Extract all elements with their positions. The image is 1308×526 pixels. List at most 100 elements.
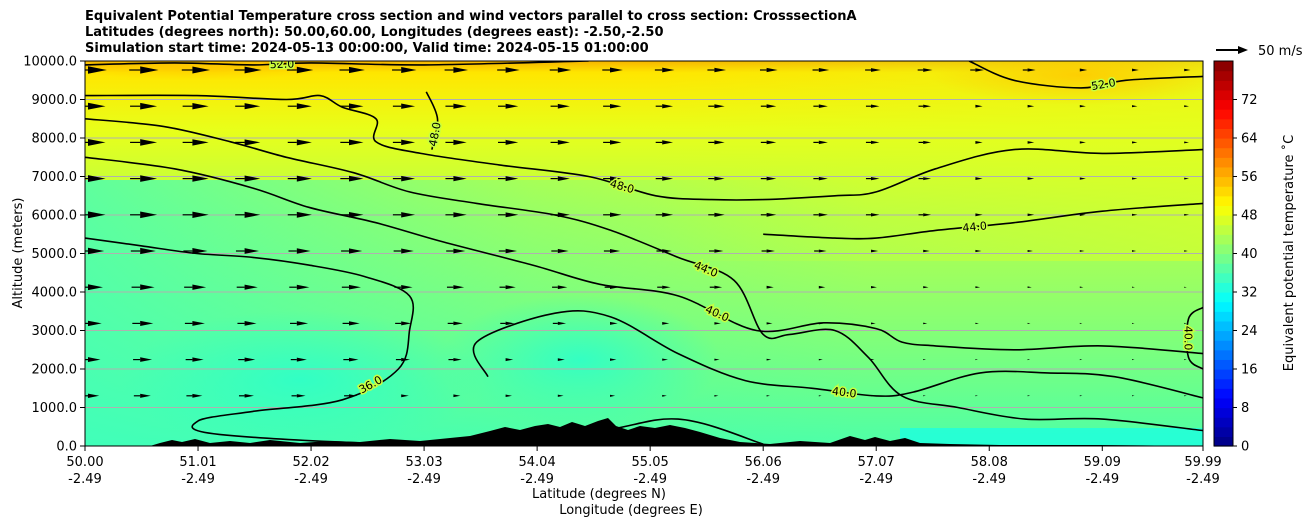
wind-arrow bbox=[505, 67, 520, 73]
y-tick-label: 10000.0 bbox=[23, 55, 77, 70]
y-axis-ticks: 0.0 1000.0 2000.0 3000.0 4000.0 5000.0 6000.0 7… bbox=[23, 55, 85, 455]
colorbar-band bbox=[1214, 61, 1233, 72]
wind-arrow bbox=[505, 321, 515, 326]
contour-line-52 bbox=[85, 61, 589, 66]
y-tick-label: 2000.0 bbox=[32, 363, 78, 378]
wind-arrow bbox=[88, 393, 100, 398]
wind-arrow bbox=[871, 104, 880, 108]
wind-arrow bbox=[557, 67, 572, 73]
x-tick-label-lon: -2.49 bbox=[633, 472, 667, 487]
x-tick-label-lat: 54.04 bbox=[519, 455, 556, 470]
wind-arrow bbox=[296, 321, 309, 326]
wind-arrow bbox=[766, 395, 770, 397]
wind-arrow bbox=[349, 139, 364, 146]
wind-arrow bbox=[662, 285, 671, 289]
wind-arrow bbox=[453, 175, 467, 182]
y-tick-label: 6000.0 bbox=[32, 209, 78, 224]
contour-label: 52.0 bbox=[270, 57, 295, 71]
wind-arrow bbox=[975, 68, 985, 72]
wind-arrow bbox=[1079, 359, 1083, 361]
colorbar-tick-label: 32 bbox=[1241, 286, 1258, 301]
colorbar bbox=[1214, 61, 1233, 447]
wind-arrow bbox=[1079, 177, 1086, 180]
wind-arrow bbox=[401, 321, 412, 326]
wind-key-label: 50 m/s bbox=[1258, 44, 1303, 59]
wind-arrow bbox=[662, 212, 674, 217]
wind-arrow bbox=[818, 104, 828, 108]
wind-arrow bbox=[88, 284, 103, 291]
wind-arrow bbox=[714, 249, 724, 253]
wind-arrow bbox=[714, 67, 727, 73]
contour-line-44 bbox=[763, 202, 1203, 240]
wind-arrow bbox=[1184, 250, 1188, 252]
y-tick-label: 9000.0 bbox=[32, 93, 78, 108]
wind-arrow bbox=[1027, 213, 1035, 217]
wind-arrow bbox=[192, 357, 204, 362]
chart-title-line-2: Latitudes (degrees north): 50.00,60.00, … bbox=[85, 25, 664, 40]
wind-arrow bbox=[557, 285, 568, 290]
wind-arrow bbox=[1132, 105, 1138, 108]
wind-arrow bbox=[975, 286, 981, 289]
colorbar-tick-label: 8 bbox=[1241, 401, 1249, 416]
colorbar-band bbox=[1214, 330, 1233, 341]
wind-arrow bbox=[662, 176, 674, 181]
wind-arrow bbox=[1132, 213, 1138, 216]
wind-arrow bbox=[662, 140, 674, 145]
y-tick-label: 8000.0 bbox=[32, 132, 78, 147]
wind-arrow bbox=[296, 211, 312, 218]
wind-arrow bbox=[296, 175, 312, 182]
wind-arrow bbox=[88, 247, 105, 255]
wind-arrow bbox=[610, 103, 622, 109]
colorbar-tick-label: 40 bbox=[1241, 247, 1258, 262]
x-axis-label-longitude: Longitude (degrees E) bbox=[559, 503, 703, 518]
wind-arrow bbox=[923, 68, 933, 72]
colorbar-band bbox=[1214, 157, 1233, 168]
wind-arrow bbox=[349, 211, 364, 218]
colorbar-band bbox=[1214, 320, 1233, 332]
x-tick-label-lat: 50.00 bbox=[66, 455, 103, 470]
wind-arrow bbox=[923, 249, 930, 253]
y-tick-label: 7000.0 bbox=[32, 170, 78, 185]
wind-arrow bbox=[766, 67, 778, 73]
wind-arrow bbox=[401, 284, 413, 290]
wind-arrow bbox=[714, 212, 725, 217]
colorbar-band bbox=[1214, 186, 1233, 197]
wind-arrow bbox=[766, 104, 777, 109]
wind-arrow bbox=[1079, 395, 1083, 397]
wind-arrow bbox=[1079, 250, 1085, 252]
colorbar-tick-label: 24 bbox=[1241, 324, 1258, 339]
colorbar-band bbox=[1214, 70, 1233, 81]
wind-arrow bbox=[871, 358, 875, 361]
wind-arrow bbox=[88, 175, 106, 183]
wind-arrow bbox=[1027, 395, 1031, 397]
wind-arrow bbox=[662, 394, 667, 397]
wind-arrow bbox=[192, 103, 209, 110]
wind-arrow bbox=[714, 322, 721, 325]
wind-arrow bbox=[1184, 359, 1187, 361]
colorbar-band bbox=[1214, 340, 1233, 351]
colorbar-band bbox=[1214, 417, 1233, 428]
wind-arrow bbox=[975, 359, 978, 361]
wind-arrow bbox=[192, 66, 211, 74]
wind-arrow bbox=[1079, 141, 1086, 144]
wind-arrow bbox=[975, 140, 983, 144]
colorbar-band bbox=[1214, 195, 1233, 206]
wind-arrow bbox=[453, 285, 465, 290]
wind-arrow bbox=[923, 322, 928, 325]
colorbar-band bbox=[1214, 224, 1233, 235]
wind-arrow bbox=[923, 177, 932, 181]
wind-arrow bbox=[1079, 322, 1083, 324]
wind-arrow bbox=[1079, 68, 1088, 72]
wind-arrow bbox=[1027, 104, 1035, 108]
wind-arrow bbox=[557, 176, 570, 181]
wind-arrow bbox=[871, 68, 881, 72]
x-axis-label-latitude: Latitude (degrees N) bbox=[532, 487, 666, 502]
colorbar-band bbox=[1214, 99, 1233, 110]
wind-arrow bbox=[1132, 177, 1138, 180]
chart-title-line-3: Simulation start time: 2024-05-13 00:00:… bbox=[85, 41, 649, 56]
temperature-field bbox=[85, 61, 1203, 446]
wind-arrow bbox=[818, 140, 828, 145]
contour-label: 44.0 bbox=[962, 219, 988, 234]
wind-arrow bbox=[1027, 359, 1031, 361]
wind-arrow bbox=[766, 322, 773, 325]
